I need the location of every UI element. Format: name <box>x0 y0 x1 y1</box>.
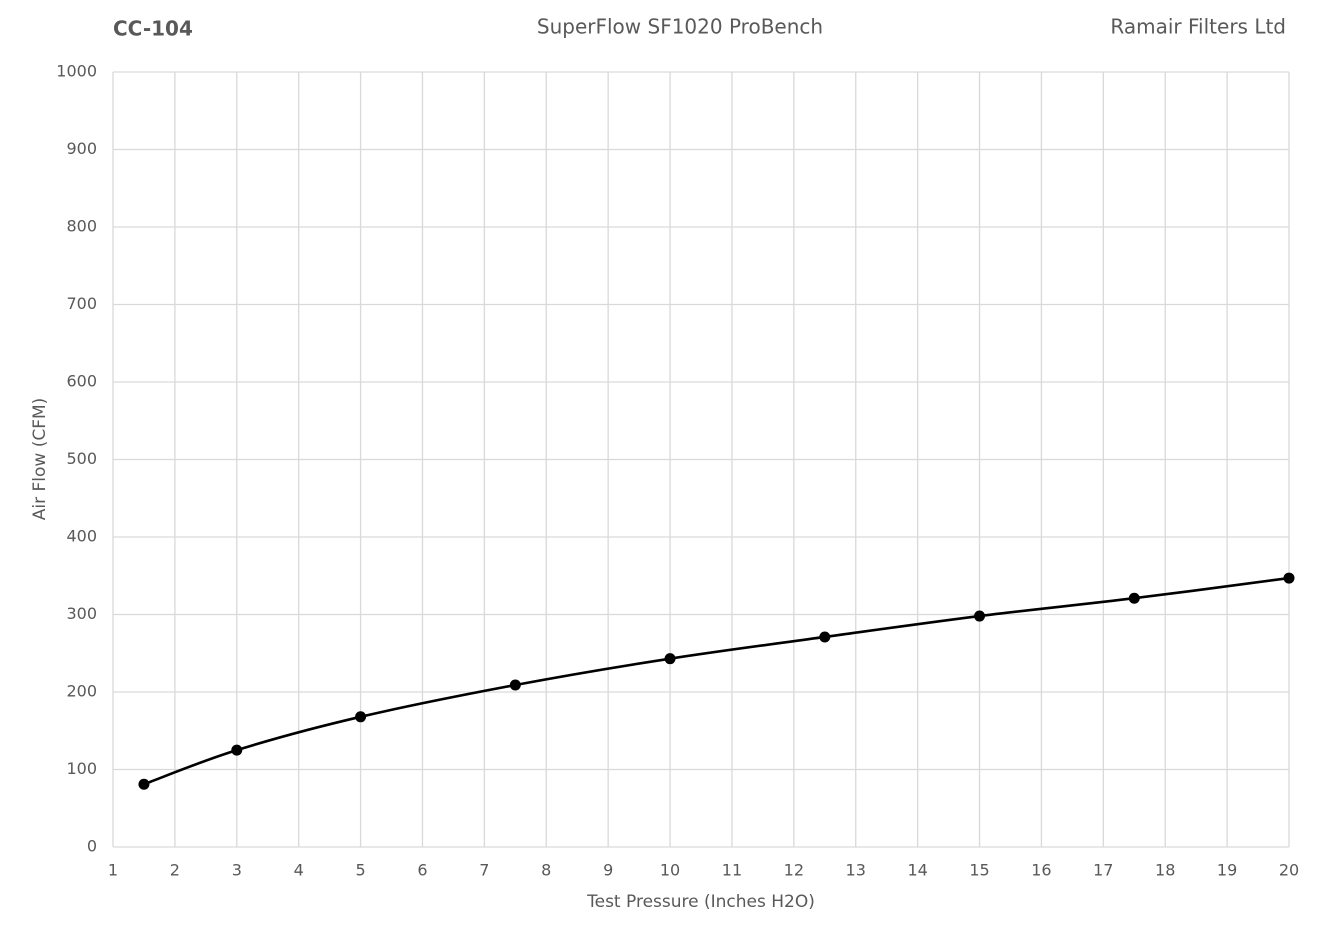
y-tick-label: 900 <box>66 139 97 158</box>
data-point <box>509 679 521 691</box>
x-tick-label: 17 <box>1093 861 1113 880</box>
x-tick-label: 12 <box>784 861 804 880</box>
data-point <box>1128 592 1140 604</box>
y-tick-label: 200 <box>66 682 97 701</box>
data-point <box>974 610 986 622</box>
data-line <box>143 576 1290 786</box>
chart-title: SuperFlow SF1020 ProBench <box>537 15 823 39</box>
x-tick-label: 2 <box>170 861 180 880</box>
x-tick-label: 6 <box>417 861 427 880</box>
x-tick-label: 3 <box>232 861 242 880</box>
left-title: CC-104 <box>113 17 193 41</box>
data-point <box>355 711 367 723</box>
y-tick-label: 800 <box>66 217 97 236</box>
y-tick-label: 300 <box>66 604 97 623</box>
x-tick-label: 1 <box>108 861 118 880</box>
x-tick-label: 16 <box>1031 861 1051 880</box>
y-tick-label: 0 <box>87 837 97 856</box>
data-point <box>664 653 676 665</box>
x-tick-label: 4 <box>294 861 304 880</box>
y-tick-label: 100 <box>66 759 97 778</box>
x-tick-label: 20 <box>1279 861 1299 880</box>
right-title: Ramair Filters Ltd <box>1110 15 1286 39</box>
data-point <box>138 778 150 790</box>
x-axis-label: Test Pressure (Inches H2O) <box>586 892 815 912</box>
x-tick-label: 8 <box>541 861 551 880</box>
y-tick-label: 1000 <box>56 62 97 81</box>
y-tick-label: 700 <box>66 294 97 313</box>
data-point <box>819 631 831 643</box>
x-tick-label: 19 <box>1217 861 1237 880</box>
x-tick-label: 7 <box>479 861 489 880</box>
x-tick-label: 13 <box>846 861 866 880</box>
x-tick-label: 9 <box>603 861 613 880</box>
y-tick-label: 400 <box>66 527 97 546</box>
data-point <box>1283 572 1295 584</box>
x-tick-label: 11 <box>722 861 742 880</box>
y-axis-label: Air Flow (CFM) <box>30 398 50 521</box>
x-tick-label: 15 <box>969 861 989 880</box>
y-tick-label: 600 <box>66 372 97 391</box>
x-tick-label: 10 <box>660 861 680 880</box>
x-tick-label: 18 <box>1155 861 1175 880</box>
x-tick-label: 5 <box>355 861 365 880</box>
y-tick-label: 500 <box>66 449 97 468</box>
x-tick-label: 14 <box>907 861 927 880</box>
data-point <box>231 744 243 756</box>
